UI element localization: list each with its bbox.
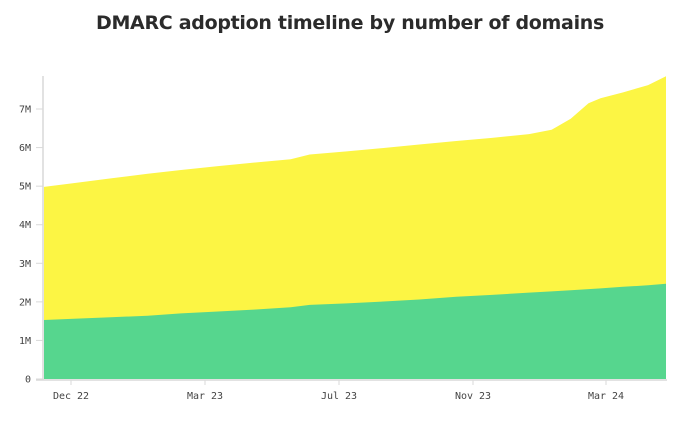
y-tick-label: 7M: [19, 105, 31, 116]
x-tick-label: Dec 22: [53, 391, 89, 402]
plot-area: [44, 76, 666, 379]
y-tick-label: 6M: [19, 143, 31, 154]
y-tick-label: 1M: [19, 336, 31, 347]
y-tick-label: 0: [25, 375, 31, 386]
axes: 0 1M 2M 3M 4M 5M 6M 7M Dec 22 Mar 23 Jul 23 Nov 23 M…: [19, 76, 667, 402]
x-tick-label: Mar 23: [187, 391, 223, 402]
y-tick-label: 5M: [19, 182, 31, 193]
x-tick-label: Nov 23: [455, 391, 491, 402]
x-tick-label: Jul 23: [321, 391, 357, 402]
y-tick-label: 3M: [19, 259, 31, 270]
y-tick-label: 4M: [19, 220, 31, 231]
green-area-series: [44, 283, 666, 379]
y-tick-label: 2M: [19, 297, 31, 308]
x-tick-label: Mar 24: [588, 391, 624, 402]
chart-title: DMARC adoption timeline by number of dom…: [95, 12, 605, 34]
